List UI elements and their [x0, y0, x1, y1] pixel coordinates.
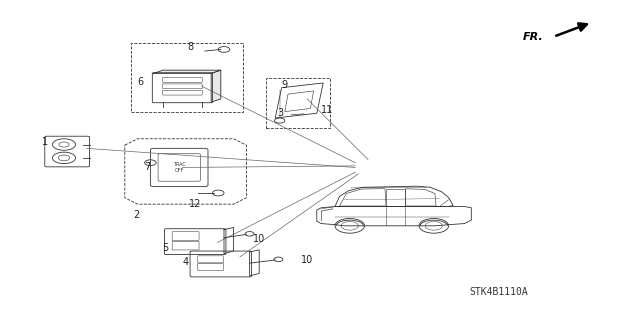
Polygon shape — [154, 70, 221, 73]
Text: FR.: FR. — [524, 32, 544, 42]
Text: 5: 5 — [163, 243, 169, 253]
Text: 12: 12 — [189, 199, 201, 209]
Text: STK4B1110A: STK4B1110A — [470, 287, 529, 297]
Text: 11: 11 — [321, 105, 333, 115]
Text: 3: 3 — [278, 108, 284, 118]
Text: 8: 8 — [188, 42, 194, 52]
Text: 6: 6 — [137, 77, 143, 87]
Text: TRAC
OFF: TRAC OFF — [173, 162, 186, 173]
Text: 4: 4 — [182, 256, 189, 267]
Polygon shape — [211, 70, 221, 102]
Text: 1: 1 — [42, 137, 49, 147]
Text: 9: 9 — [282, 80, 288, 91]
Text: 10: 10 — [253, 234, 265, 244]
Text: 2: 2 — [133, 210, 140, 220]
Text: 10: 10 — [301, 255, 313, 265]
Text: 7: 7 — [145, 161, 151, 172]
